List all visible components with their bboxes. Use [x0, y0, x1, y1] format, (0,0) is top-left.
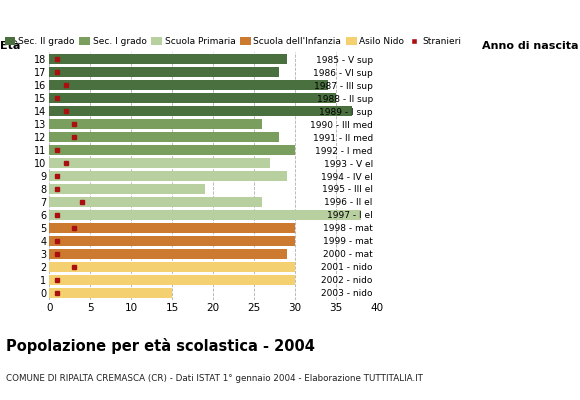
Bar — [49, 274, 295, 285]
Text: Anno di nascita: Anno di nascita — [483, 41, 579, 51]
Bar — [49, 80, 328, 90]
Bar — [49, 262, 295, 272]
Text: COMUNE DI RIPALTA CREMASCA (CR) - Dati ISTAT 1° gennaio 2004 - Elaborazione TUTT: COMUNE DI RIPALTA CREMASCA (CR) - Dati I… — [6, 374, 423, 383]
Bar — [49, 184, 205, 194]
Bar — [49, 223, 295, 233]
Bar — [49, 145, 295, 155]
Bar — [49, 106, 353, 116]
Bar — [49, 54, 287, 64]
Bar — [49, 171, 287, 181]
Bar — [49, 132, 278, 142]
Legend: Sec. II grado, Sec. I grado, Scuola Primaria, Scuola dell'Infanzia, Asilo Nido, : Sec. II grado, Sec. I grado, Scuola Prim… — [5, 37, 461, 46]
Text: Popolazione per età scolastica - 2004: Popolazione per età scolastica - 2004 — [6, 338, 315, 354]
Bar — [49, 158, 270, 168]
Bar — [49, 93, 336, 104]
Bar — [49, 67, 278, 78]
Bar — [49, 288, 172, 298]
Text: Età: Età — [0, 41, 20, 51]
Bar — [49, 236, 295, 246]
Bar — [49, 119, 262, 129]
Bar — [49, 210, 361, 220]
Bar — [49, 197, 262, 207]
Bar — [49, 248, 287, 259]
